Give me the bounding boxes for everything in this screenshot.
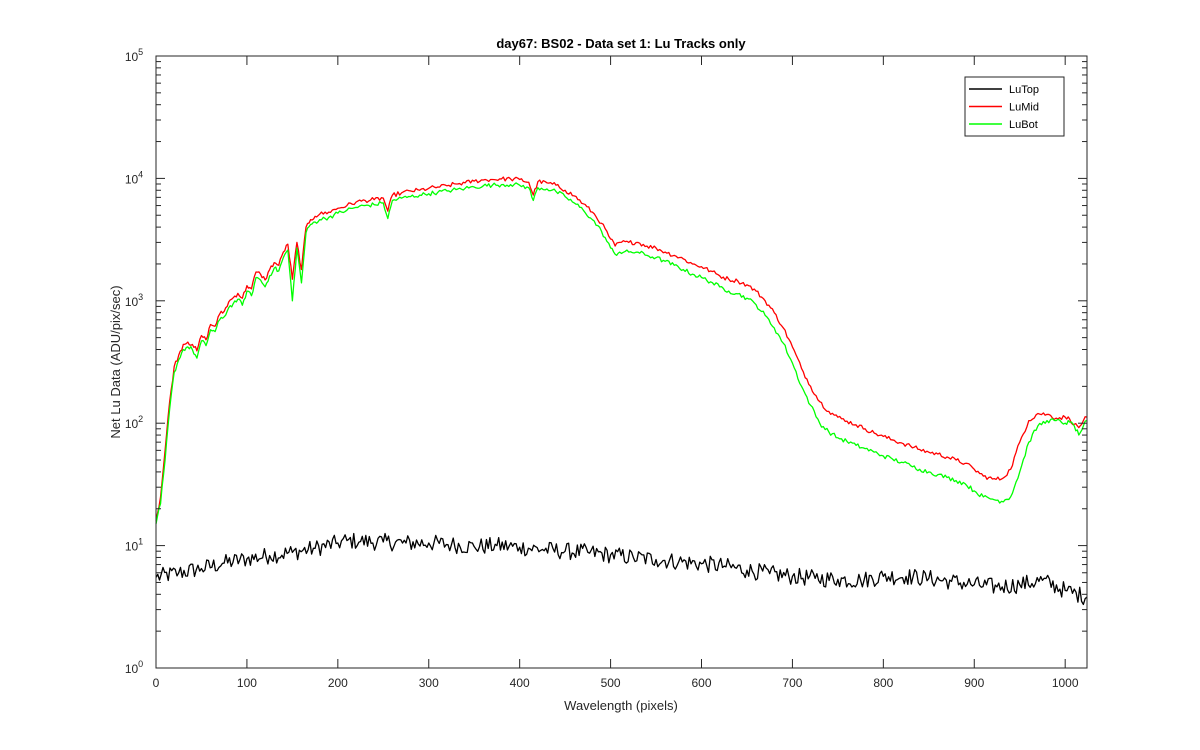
x-tick-label: 100 — [237, 676, 257, 690]
x-tick-label: 800 — [873, 676, 893, 690]
x-tick-labels: 0 100 200 300 400 500 600 700 800 900 1000 — [153, 676, 1079, 690]
x-tick-label: 500 — [601, 676, 621, 690]
y-tick-label: 103 — [125, 292, 143, 309]
chart-title: day67: BS02 - Data set 1: Lu Tracks only — [496, 36, 746, 51]
series-layer — [155, 176, 1088, 606]
legend-label-lutop: LuTop — [1009, 84, 1039, 96]
plot-frame — [155, 55, 1088, 669]
x-tick-label: 200 — [328, 676, 348, 690]
y-axis-label: Net Lu Data (ADU/pix/sec) — [108, 285, 123, 438]
x-axis-label: Wavelength (pixels) — [564, 698, 678, 713]
x-tick-label: 0 — [153, 676, 160, 690]
y-tick-label: 102 — [125, 414, 143, 431]
series-line-lubot — [155, 182, 1088, 525]
x-tick-label: 300 — [419, 676, 439, 690]
series-line-lumid — [155, 176, 1088, 521]
minor-tick-layer — [156, 61, 1087, 632]
legend-label-lubot: LuBot — [1009, 119, 1038, 131]
x-tick-label: 600 — [691, 676, 711, 690]
y-tick-label: 104 — [125, 169, 143, 186]
y-tick-label: 100 — [125, 659, 143, 676]
legend-entries: LuTop LuMid LuBot — [969, 84, 1039, 131]
x-tick-label: 1000 — [1052, 676, 1079, 690]
legend-label-lumid: LuMid — [1009, 102, 1039, 114]
y-tick-label: 101 — [125, 537, 143, 554]
legend: LuTop LuMid LuBot — [964, 76, 1065, 137]
y-tick-label: 105 — [125, 47, 143, 64]
x-tick-label: 900 — [964, 676, 984, 690]
x-tick-label: 700 — [782, 676, 802, 690]
plot-background — [156, 56, 1087, 668]
x-tick-label: 400 — [510, 676, 530, 690]
series-line-lutop — [155, 532, 1088, 606]
y-tick-labels: 100 101 102 103 104 105 — [125, 47, 143, 676]
